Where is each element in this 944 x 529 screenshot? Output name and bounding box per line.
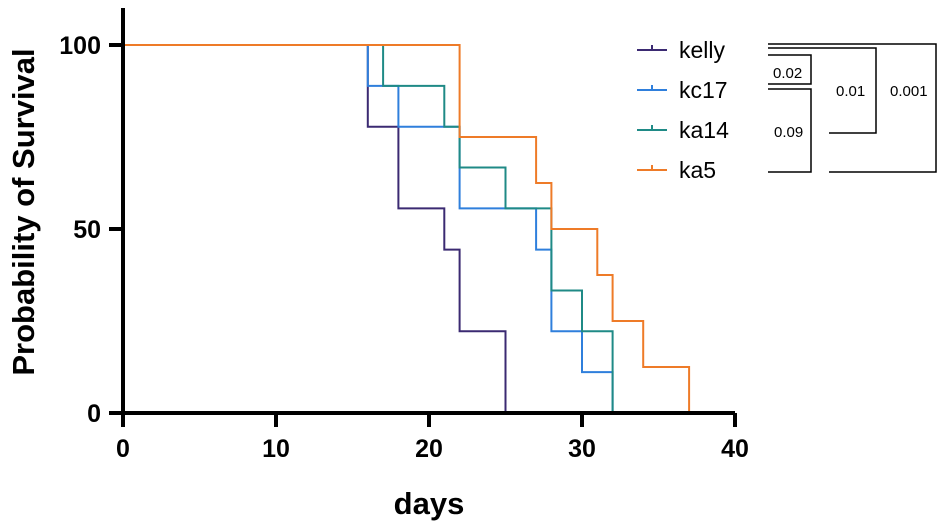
y-tick-label: 100 — [59, 32, 101, 60]
bracket-kc17-ka5 — [768, 88, 812, 173]
bracket-kelly-kc17 — [768, 54, 812, 85]
legend-label-ka5: ka5 — [679, 157, 716, 183]
x-axis-title: days — [394, 486, 465, 521]
x-tick-label: 20 — [415, 435, 443, 463]
y-tick-label: 50 — [73, 216, 101, 244]
p-value-label: 0.02 — [773, 65, 802, 82]
p-value-brackets: 0.02 0.09 0.01 0.001 — [768, 43, 937, 173]
y-tick-label: 0 — [87, 400, 101, 428]
legend-label-kc17: kc17 — [679, 77, 728, 103]
series-lines — [123, 44, 691, 413]
series-line-ka14 — [123, 44, 614, 413]
bracket-kelly-ka5 — [768, 43, 937, 173]
p-value-label: 0.001 — [890, 83, 928, 100]
p-value-label: 0.01 — [836, 83, 865, 100]
series-line-ka5 — [123, 44, 691, 413]
y-axis-title: Probability of Survival — [6, 48, 41, 375]
x-tick-label: 40 — [721, 435, 749, 463]
x-tick-label: 0 — [116, 435, 130, 463]
x-tick-label: 30 — [568, 435, 596, 463]
legend-label-ka14: ka14 — [679, 117, 729, 143]
p-value-label: 0.09 — [774, 124, 803, 141]
series-line-kelly — [123, 44, 507, 413]
legend: kelly kc17 ka14 ka5 — [637, 37, 729, 183]
bracket-kelly-ka14 — [768, 47, 877, 134]
x-tick-label: 10 — [262, 435, 290, 463]
ticks: 0 10 20 30 40 0 50 100 — [59, 32, 749, 463]
legend-label-kelly: kelly — [679, 37, 726, 63]
